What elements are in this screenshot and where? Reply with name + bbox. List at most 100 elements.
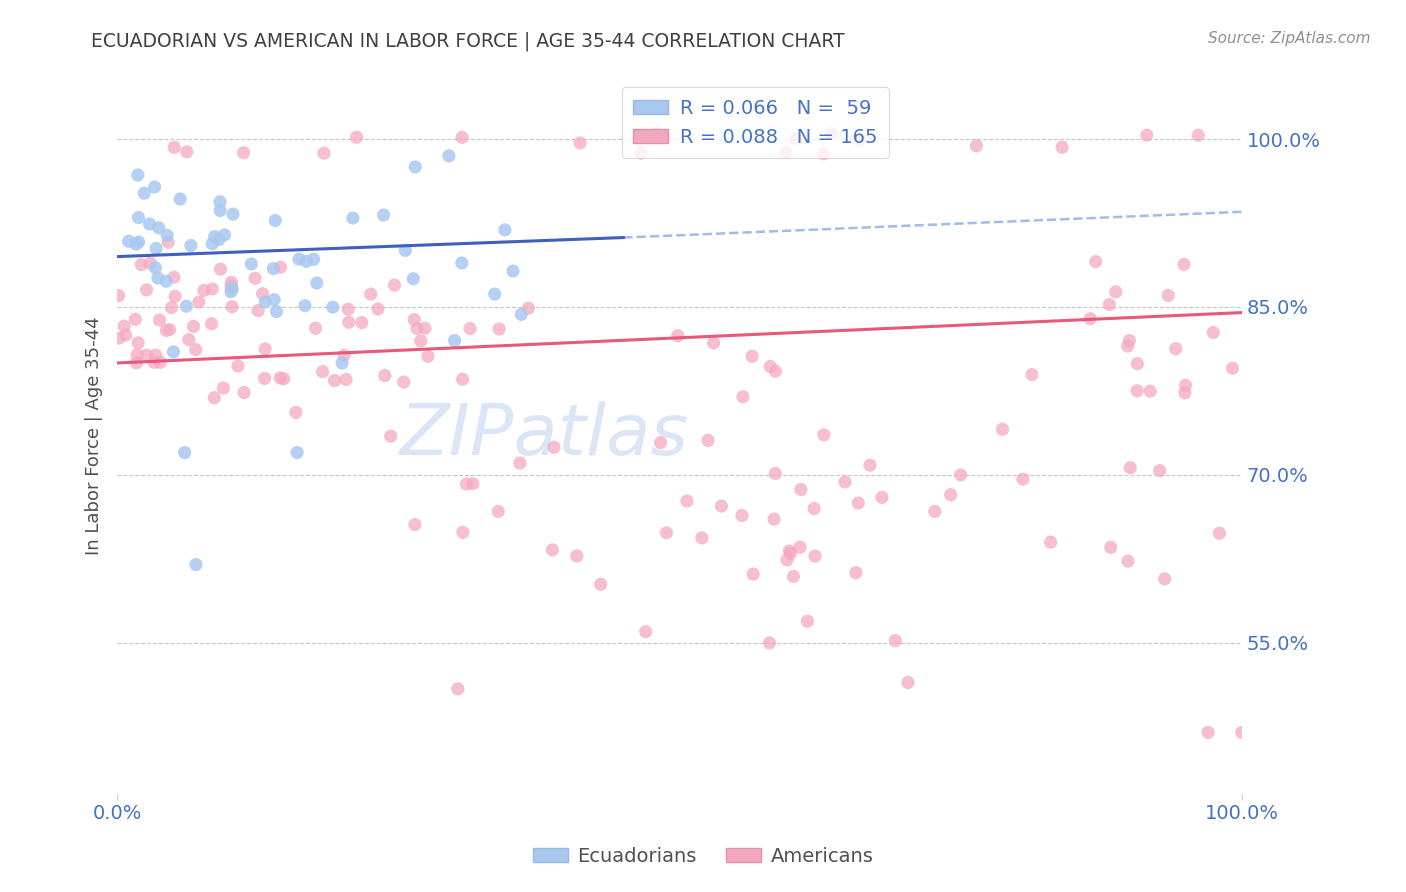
Point <box>510 307 533 321</box>
Point <box>949 467 972 482</box>
Point <box>221 300 243 314</box>
Point <box>456 477 478 491</box>
Point <box>517 301 540 315</box>
Point <box>302 252 325 267</box>
Point <box>703 335 725 350</box>
Point <box>782 569 804 583</box>
Point <box>502 264 524 278</box>
Point <box>204 229 226 244</box>
Point <box>1197 725 1219 739</box>
Point <box>443 334 465 348</box>
Point <box>143 260 166 275</box>
Point <box>846 496 869 510</box>
Point <box>803 501 825 516</box>
Point <box>710 499 733 513</box>
Point <box>486 504 509 518</box>
Point <box>1149 464 1171 478</box>
Point <box>264 213 287 227</box>
Point <box>848 133 870 147</box>
Point <box>655 525 678 540</box>
Point <box>630 146 652 161</box>
Point <box>263 293 285 307</box>
Point <box>785 132 807 146</box>
Point <box>127 168 149 182</box>
Point <box>162 344 184 359</box>
Point <box>1208 526 1230 541</box>
Point <box>1174 378 1197 392</box>
Point <box>145 241 167 255</box>
Point <box>1084 254 1107 268</box>
Point <box>342 211 364 225</box>
Point <box>148 313 170 327</box>
Point <box>373 208 395 222</box>
Point <box>650 435 672 450</box>
Point <box>322 300 344 314</box>
Point <box>1105 285 1128 299</box>
Point <box>1116 339 1139 353</box>
Point <box>284 405 307 419</box>
Point <box>1164 342 1187 356</box>
Point <box>335 372 357 386</box>
Point <box>569 136 592 150</box>
Point <box>202 391 225 405</box>
Point <box>159 322 181 336</box>
Point <box>1119 460 1142 475</box>
Legend: Ecuadorians, Americans: Ecuadorians, Americans <box>524 838 882 873</box>
Point <box>117 234 139 248</box>
Point <box>1202 326 1225 340</box>
Point <box>221 282 243 296</box>
Point <box>124 312 146 326</box>
Point <box>201 282 224 296</box>
Point <box>155 274 177 288</box>
Point <box>741 349 763 363</box>
Point <box>254 342 277 356</box>
Point <box>813 428 835 442</box>
Point <box>1050 140 1073 154</box>
Point <box>219 285 242 299</box>
Point <box>374 368 396 383</box>
Point <box>129 258 152 272</box>
Legend: R = 0.066   N =  59, R = 0.088   N = 165: R = 0.066 N = 59, R = 0.088 N = 165 <box>621 87 889 158</box>
Point <box>1139 384 1161 398</box>
Point <box>219 279 242 293</box>
Point <box>402 272 425 286</box>
Point <box>458 321 481 335</box>
Point <box>304 321 326 335</box>
Point <box>254 295 277 310</box>
Point <box>1039 535 1062 549</box>
Point <box>589 577 612 591</box>
Point <box>330 356 353 370</box>
Point <box>884 633 907 648</box>
Point <box>742 567 765 582</box>
Point <box>413 321 436 335</box>
Point <box>765 364 787 378</box>
Point <box>461 476 484 491</box>
Point <box>991 422 1014 436</box>
Point <box>697 434 720 448</box>
Point <box>333 348 356 362</box>
Point <box>1118 334 1140 348</box>
Point <box>173 445 195 459</box>
Point <box>311 365 333 379</box>
Point <box>845 566 868 580</box>
Point <box>939 488 962 502</box>
Point <box>233 385 256 400</box>
Point <box>1157 288 1180 302</box>
Point <box>404 312 426 326</box>
Point <box>690 531 713 545</box>
Point <box>285 445 308 459</box>
Point <box>1126 357 1149 371</box>
Point <box>269 260 291 275</box>
Point <box>367 301 389 316</box>
Point <box>184 558 207 572</box>
Point <box>243 271 266 285</box>
Point <box>156 228 179 243</box>
Point <box>451 130 474 145</box>
Point <box>128 211 150 225</box>
Point <box>541 542 564 557</box>
Point <box>201 236 224 251</box>
Point <box>209 262 232 277</box>
Point <box>208 233 231 247</box>
Point <box>208 194 231 209</box>
Point <box>763 467 786 481</box>
